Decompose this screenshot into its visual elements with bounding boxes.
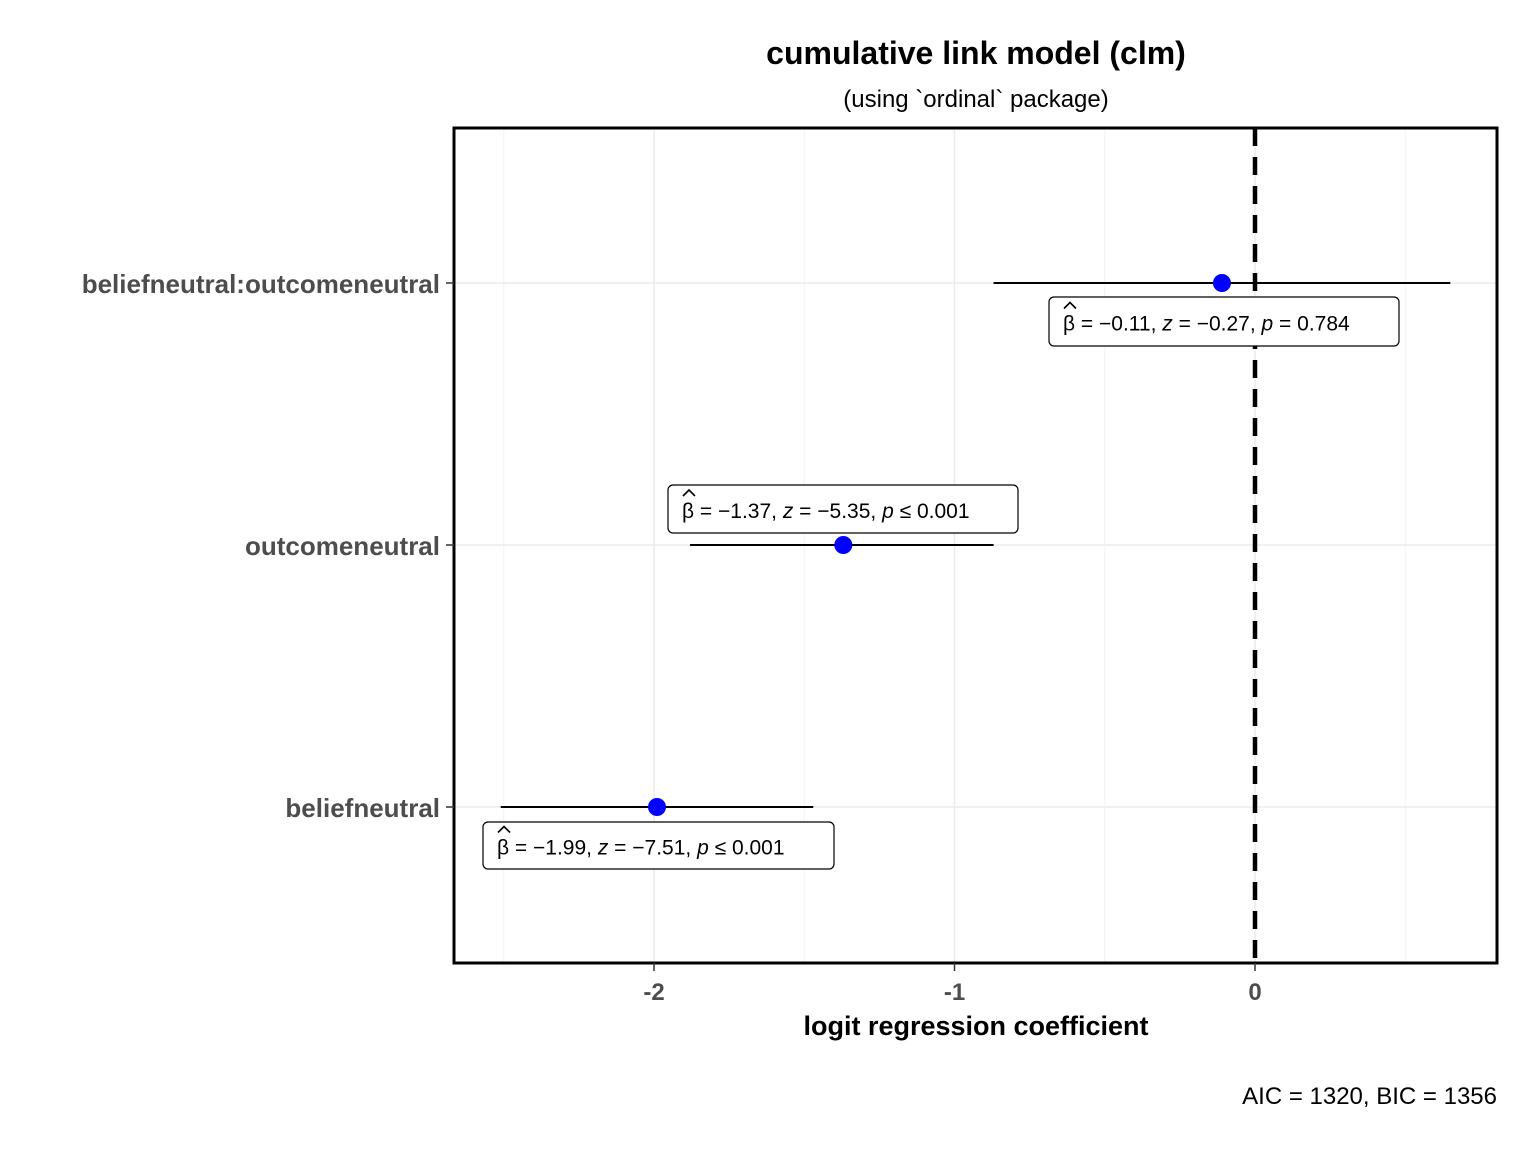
- stat-label-box: [482, 821, 835, 870]
- beta-hat-accent: [682, 488, 696, 497]
- stat-label-box: [667, 484, 1019, 534]
- stat-label: β = −0.11, z = −0.27, p = 0.784: [1048, 296, 1400, 347]
- y-tick-label: outcomeneutral: [245, 531, 440, 561]
- x-tick-label: 0: [1248, 979, 1261, 1006]
- model-fit-caption: AIC = 1320, BIC = 1356: [1242, 1083, 1497, 1110]
- chart-title: cumulative link model (clm): [766, 35, 1186, 71]
- y-axis: beliefneutral:outcomeneutral outcomeneutr…: [82, 269, 454, 823]
- stat-label: β = −1.99, z = −7.51, p ≤ 0.001: [482, 821, 835, 870]
- chart-subtitle: (using `ordinal` package): [843, 86, 1108, 113]
- stat-label: β = −1.37, z = −5.35, p ≤ 0.001: [667, 484, 1019, 534]
- y-tick-label: beliefneutral:outcomeneutral: [82, 269, 440, 299]
- x-tick-label: -2: [643, 979, 664, 1006]
- estimate-point: [648, 798, 667, 816]
- x-axis-title: logit regression coefficient: [803, 1011, 1148, 1041]
- estimate-point: [1212, 274, 1231, 292]
- y-tick-label: beliefneutral: [285, 793, 440, 823]
- estimate-point: [834, 536, 853, 554]
- stat-label-box: [1048, 296, 1400, 347]
- stat-label-text: β = −1.99, z = −7.51, p ≤ 0.001: [497, 837, 785, 860]
- x-tick-label: -1: [944, 979, 965, 1006]
- x-axis: -2 -1 0: [643, 963, 1262, 1006]
- stat-label-text: β = −1.37, z = −5.35, p ≤ 0.001: [682, 500, 970, 523]
- data-marks: β = −0.11, z = −0.27, p = 0.784 β = −1.37…: [482, 274, 1451, 870]
- beta-hat-accent: [497, 825, 511, 834]
- stat-label-text: β = −0.11, z = −0.27, p = 0.784: [1063, 313, 1350, 336]
- beta-hat-accent: [1063, 301, 1077, 310]
